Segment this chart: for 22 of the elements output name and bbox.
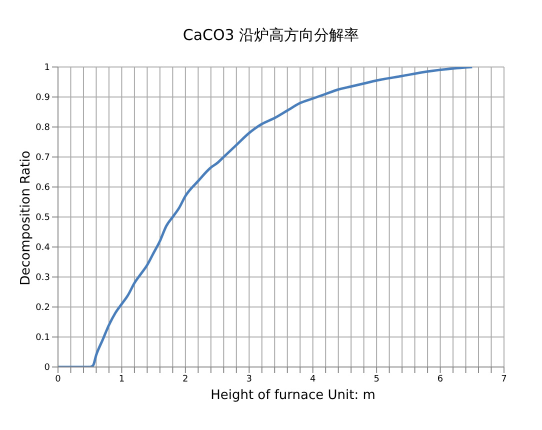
y-tick-label: 0.3 bbox=[36, 273, 50, 284]
x-axis-title: Height of furnace Unit: m bbox=[210, 388, 376, 403]
y-tick-label: 0.7 bbox=[36, 153, 50, 164]
y-tick-label: 0.9 bbox=[36, 93, 50, 104]
y-tick-label: 0.4 bbox=[36, 243, 50, 254]
x-tick-label: 7 bbox=[501, 374, 507, 384]
y-tick-label: 1 bbox=[44, 63, 50, 74]
y-tick-label: 0.5 bbox=[36, 213, 50, 224]
y-tick-label: 0.1 bbox=[36, 333, 50, 344]
y-tick-label: 0.8 bbox=[36, 123, 50, 134]
x-tick-label: 0 bbox=[55, 374, 62, 384]
x-tick-label: 1 bbox=[118, 374, 125, 384]
x-tick-label: 2 bbox=[182, 374, 188, 384]
y-tick-label: 0.6 bbox=[36, 183, 50, 194]
x-tick-label: 4 bbox=[310, 374, 316, 384]
x-tick-label: 5 bbox=[374, 374, 380, 384]
x-tick-label: 6 bbox=[437, 374, 444, 384]
chart-title: CaCO3 沿炉高方向分解率 bbox=[182, 26, 360, 45]
y-tick-label: 0 bbox=[44, 363, 50, 374]
y-axis-title: Decomposition Ratio bbox=[18, 150, 34, 286]
y-tick-label: 0.2 bbox=[36, 303, 50, 314]
x-tick-label: 3 bbox=[246, 374, 252, 384]
